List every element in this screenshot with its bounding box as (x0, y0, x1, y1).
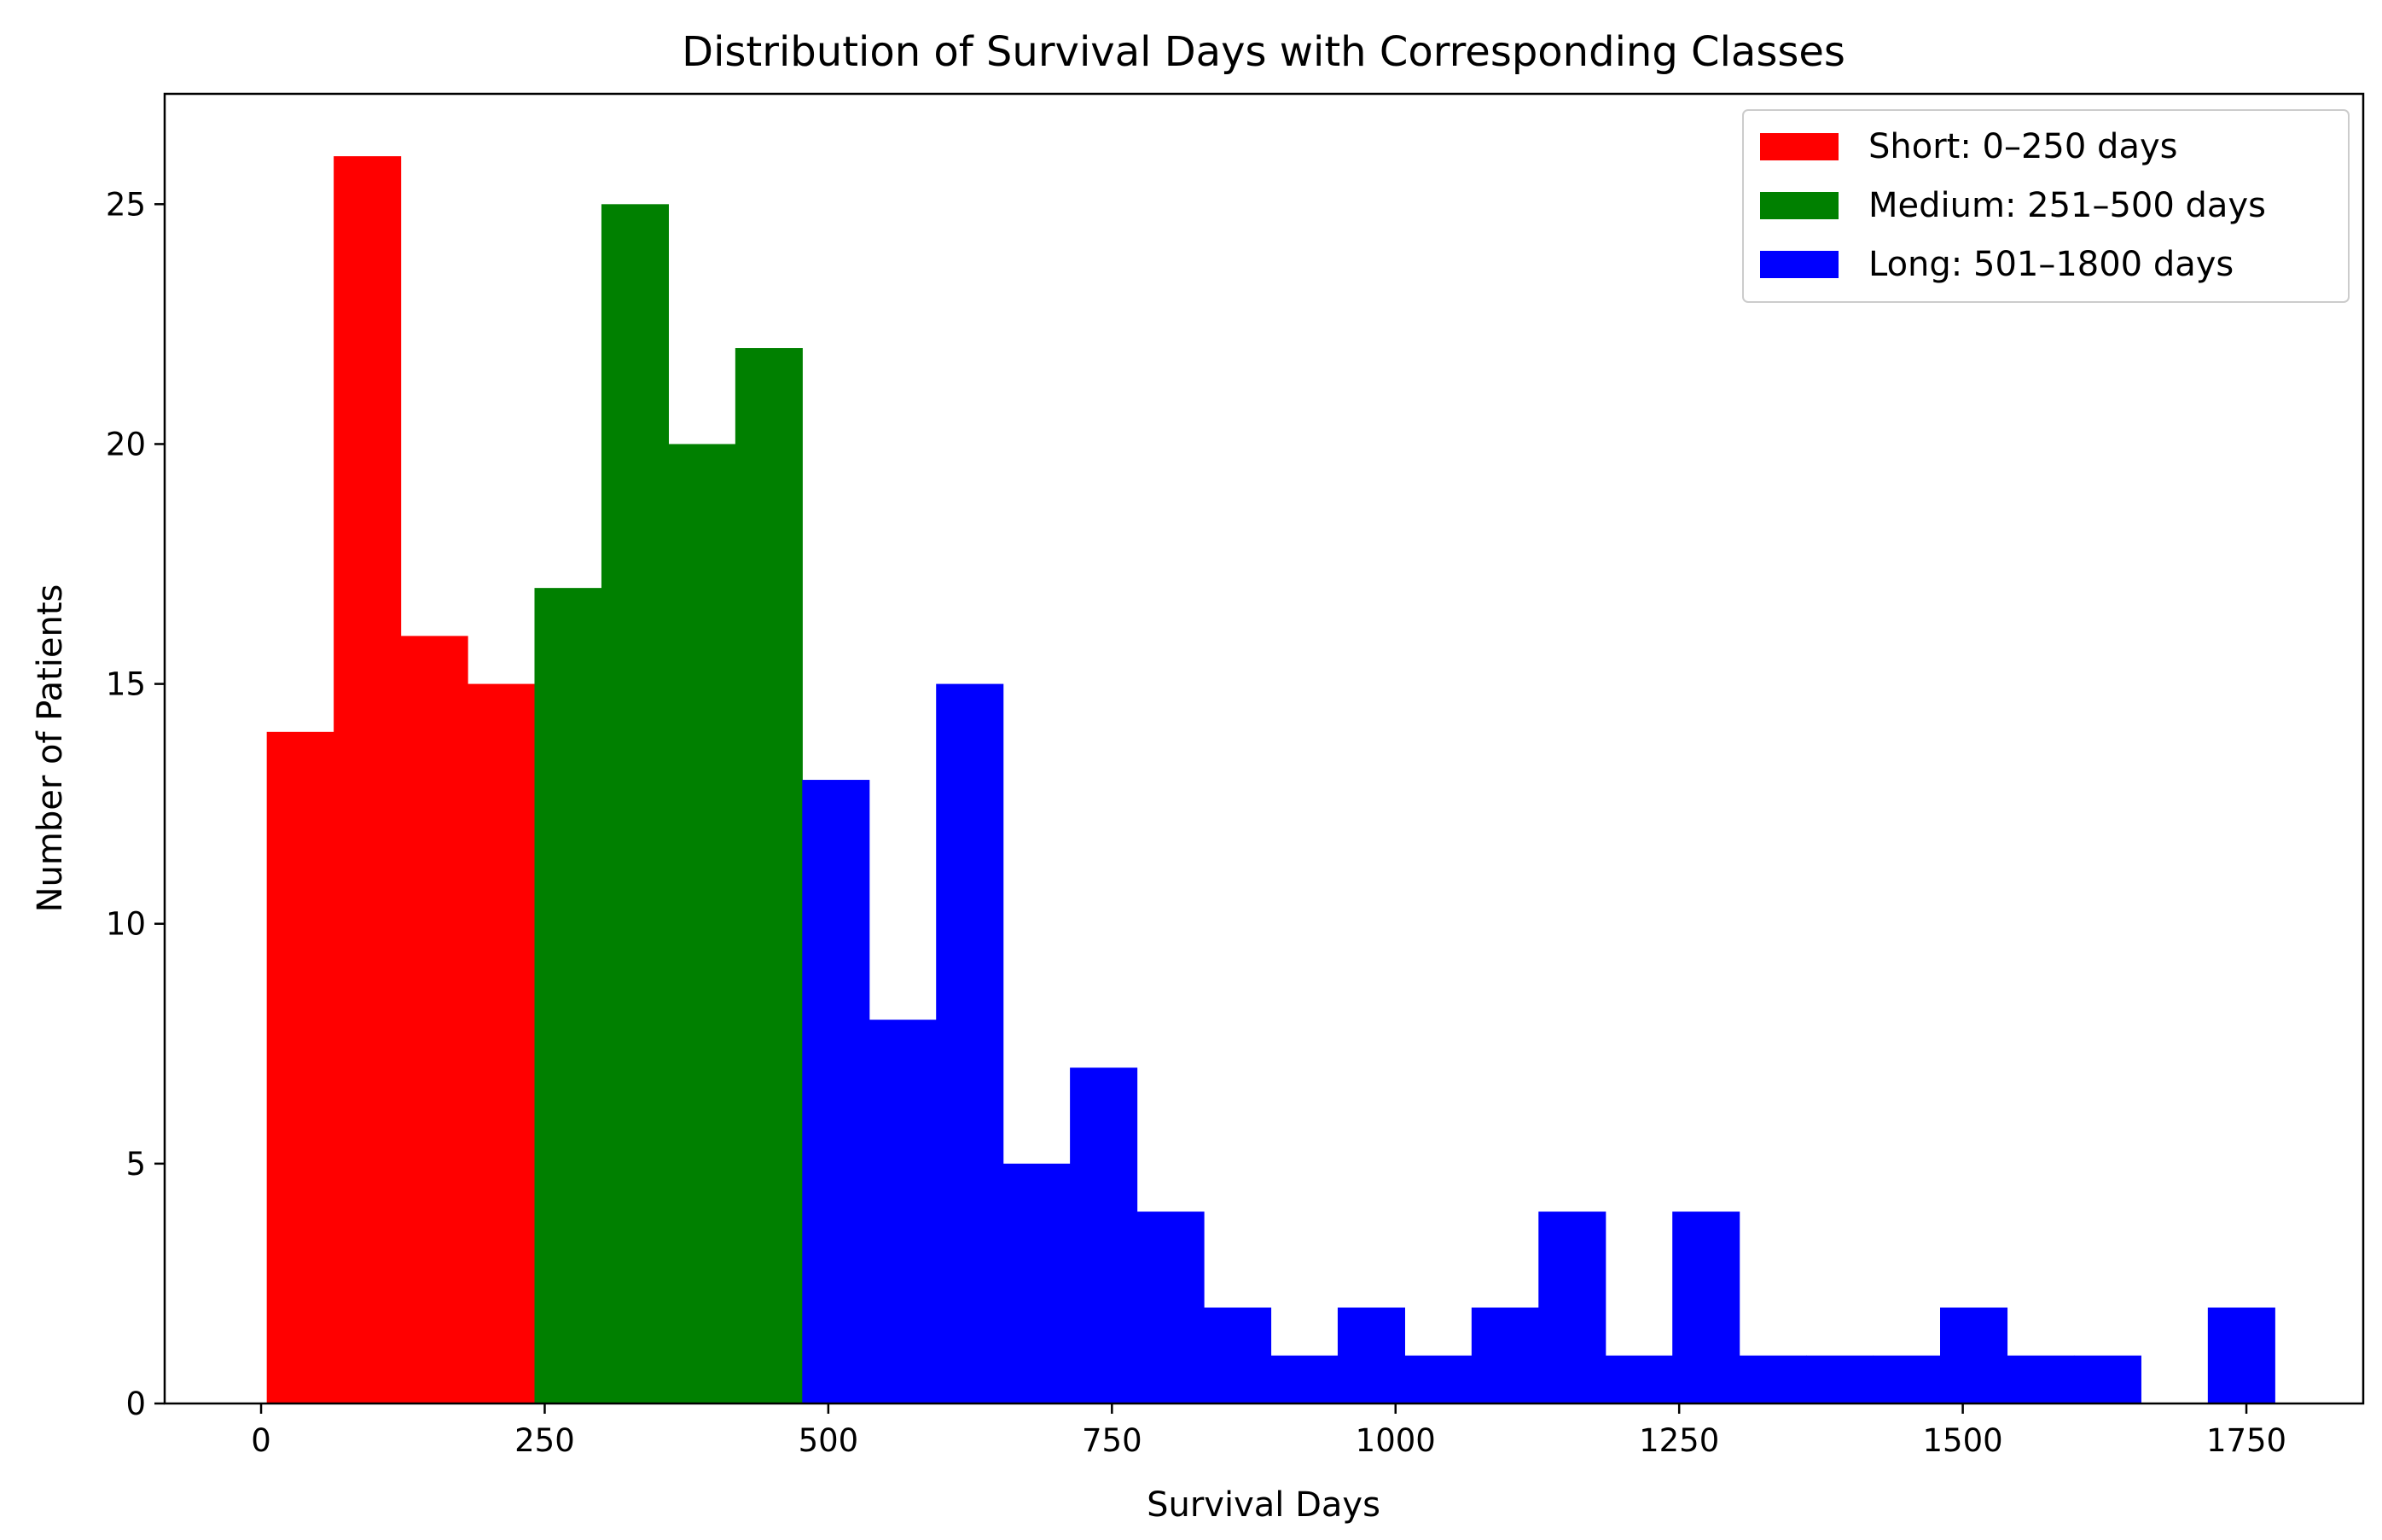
x-tick-label-0: 0 (251, 1422, 271, 1459)
bar-long-4 (1070, 1067, 1138, 1403)
y-tick-label-10: 10 (106, 906, 146, 943)
bars-layer (266, 156, 2275, 1404)
legend-swatch-long (1760, 251, 1839, 278)
bar-long-15 (1806, 1355, 1874, 1403)
y-tick-label-0: 0 (125, 1386, 146, 1422)
y-axis-ticks: 0 5 10 15 20 25 (106, 186, 165, 1422)
bar-medium-2 (668, 444, 736, 1404)
x-tick-label-1000: 1000 (1356, 1422, 1436, 1459)
bar-long-8 (1337, 1307, 1405, 1403)
bar-short-2 (400, 636, 468, 1403)
bar-short-3 (468, 683, 536, 1403)
bar-long-10 (1471, 1307, 1539, 1403)
bar-long-17 (1940, 1307, 2008, 1403)
bar-long-0 (802, 780, 870, 1403)
y-tick-label-25: 25 (106, 186, 146, 223)
bar-long-13 (1672, 1212, 1740, 1403)
bar-medium-3 (735, 348, 803, 1403)
chart-title: Distribution of Survival Days with Corre… (682, 28, 1845, 76)
bar-long-12 (1605, 1355, 1673, 1403)
bar-long-9 (1404, 1355, 1473, 1403)
legend-frame (1742, 109, 2350, 303)
x-axis-label: Survival Days (1147, 1485, 1380, 1525)
bar-long-2 (936, 683, 1004, 1403)
x-tick-label-500: 500 (799, 1422, 859, 1459)
plot-frame (163, 92, 2365, 1405)
y-tick-label-5: 5 (125, 1146, 146, 1183)
x-tick-label-1500: 1500 (1923, 1422, 2003, 1459)
bar-long-14 (1739, 1355, 1807, 1403)
legend-label-short: Short: 0–250 days (1868, 127, 2177, 166)
bar-long-16 (1873, 1355, 1941, 1403)
bar-long-6 (1204, 1307, 1272, 1403)
legend-swatch-medium (1760, 192, 1839, 219)
bar-long-5 (1136, 1212, 1205, 1403)
bar-long-18 (2007, 1355, 2075, 1403)
y-axis-label: Number of Patients (31, 584, 70, 913)
x-tick-label-1250: 1250 (1639, 1422, 1719, 1459)
bar-short-0 (266, 731, 334, 1403)
bar-medium-1 (601, 204, 669, 1403)
legend-label-long: Long: 501–1800 days (1868, 245, 2234, 284)
x-tick-label-250: 250 (514, 1422, 575, 1459)
x-axis-ticks: 0 250 500 750 1000 1250 1500 1750 (251, 1403, 2286, 1459)
bar-long-21 (2207, 1307, 2275, 1403)
legend-label-medium: Medium: 251–500 days (1868, 186, 2266, 225)
y-tick-label-15: 15 (106, 666, 146, 703)
bar-long-19 (2073, 1355, 2141, 1403)
x-tick-label-750: 750 (1082, 1422, 1142, 1459)
bar-long-7 (1270, 1355, 1339, 1403)
bar-long-1 (869, 1020, 937, 1403)
x-tick-label-1750: 1750 (2206, 1422, 2286, 1459)
bar-short-1 (334, 156, 402, 1404)
legend-swatch-short (1760, 133, 1839, 160)
bar-long-11 (1538, 1212, 1606, 1403)
legend: Short: 0–250 days Medium: 251–500 days Lon… (1742, 109, 2350, 303)
y-tick-label-20: 20 (106, 426, 146, 462)
bar-medium-0 (534, 588, 602, 1403)
bar-long-3 (1002, 1163, 1071, 1403)
